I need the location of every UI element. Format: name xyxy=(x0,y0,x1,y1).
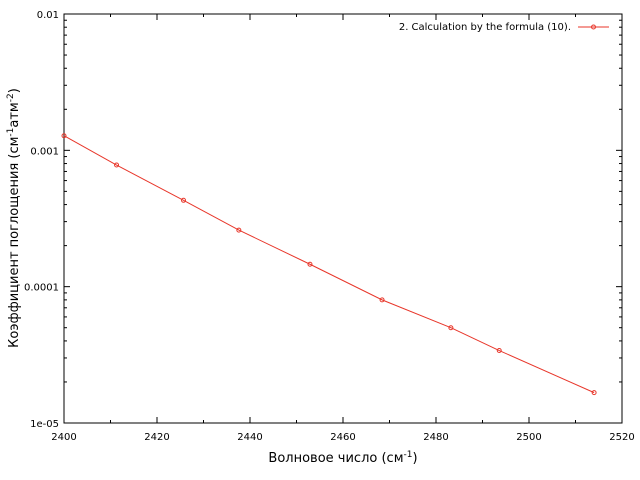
legend: 2. Calculation by the formula (10). xyxy=(399,22,609,33)
y-tick-label: 0.01 xyxy=(37,10,59,21)
legend-label: 2. Calculation by the formula (10). xyxy=(399,22,571,33)
x-axis-title-main: Волновое число (см xyxy=(268,451,403,466)
y-axis-title-part-1: Коэффициент поглощения (см xyxy=(7,137,22,348)
data-point xyxy=(591,390,597,396)
x-tick-label: 2440 xyxy=(237,432,262,443)
x-axis-title-sup: -1 xyxy=(404,450,413,460)
y-tick-labels: 1e-05 0.0001 0.001 0.01 xyxy=(24,10,59,430)
x-tick-labels: 2400 2420 2440 2460 2480 2500 2520 xyxy=(51,432,634,443)
data-point xyxy=(236,227,242,233)
data-point xyxy=(307,261,313,267)
y-tick-label: 0.0001 xyxy=(24,283,59,294)
y-tick-label: 1e-05 xyxy=(30,419,59,430)
x-tick-label: 2520 xyxy=(609,432,634,443)
series-line xyxy=(63,135,595,394)
x-tick-label: 2420 xyxy=(144,432,169,443)
x-tick-label: 2400 xyxy=(51,432,76,443)
y-axis-title-sup-2: -2 xyxy=(6,93,16,102)
x-axis-title: Волновое число (см-1) xyxy=(268,450,417,466)
y-axis-title-end: ) xyxy=(7,88,22,93)
legend-marker xyxy=(591,24,596,30)
x-tick-label: 2460 xyxy=(330,432,355,443)
plot-frame xyxy=(63,13,623,424)
data-point xyxy=(379,297,385,303)
data-point xyxy=(114,162,120,168)
data-point xyxy=(61,133,67,139)
series-group xyxy=(61,133,597,396)
y-axis-title-sup-1: -1 xyxy=(6,128,16,137)
x-tick-label: 2480 xyxy=(423,432,448,443)
data-point xyxy=(496,348,502,354)
axis-ticks xyxy=(63,13,623,424)
x-tick-label: 2500 xyxy=(516,432,541,443)
y-axis-title-part-2: атм xyxy=(7,102,22,127)
data-point xyxy=(448,325,454,331)
y-axis-title: Коэффициент поглощения (см-1атм-2) xyxy=(6,88,22,348)
x-axis-title-end: ) xyxy=(412,451,417,466)
y-tick-label: 0.001 xyxy=(30,146,59,157)
data-point xyxy=(181,197,187,203)
